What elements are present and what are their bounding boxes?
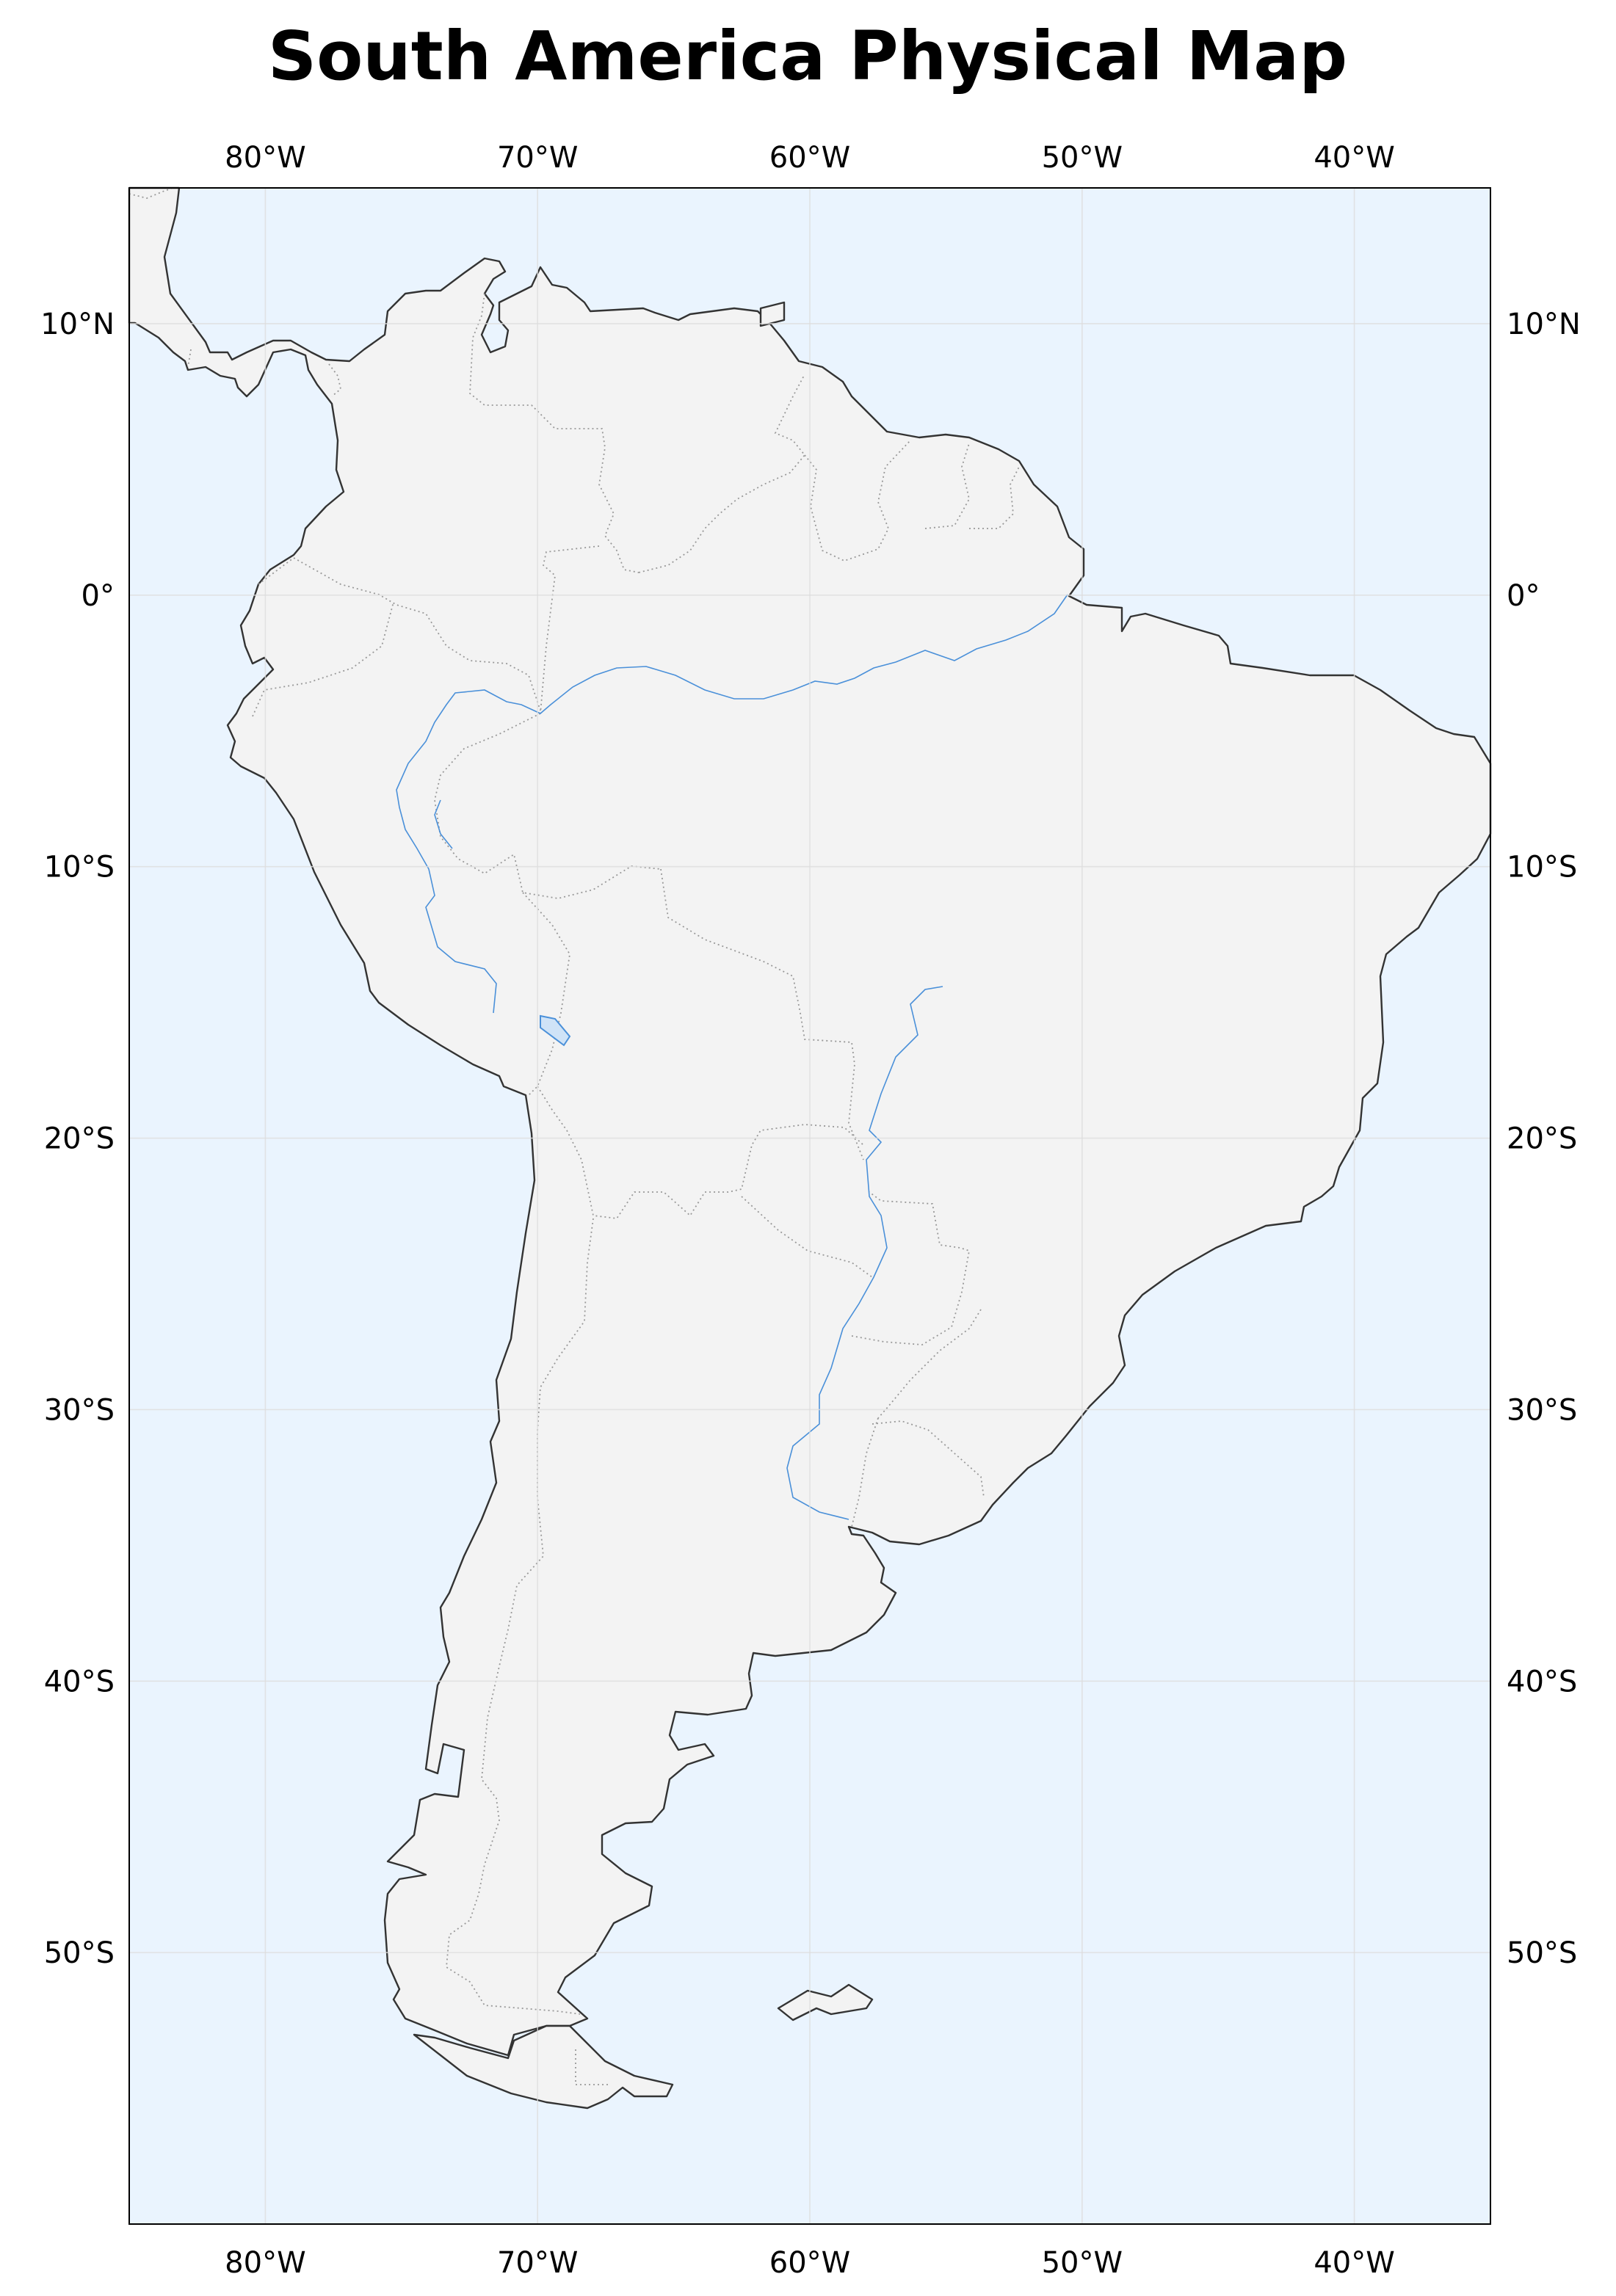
country-border: [469, 293, 639, 573]
lake-titicaca: [540, 1014, 571, 1047]
x-tick-label-top: 50°W: [1042, 141, 1123, 175]
map-axes: [128, 186, 1492, 2225]
river: [786, 986, 943, 1520]
falkland-islands: [777, 1983, 874, 2021]
x-tick-label-bottom: 40°W: [1314, 2246, 1394, 2280]
x-tick-label-top: 60°W: [769, 141, 850, 175]
country-border: [575, 2049, 608, 2085]
y-tick-label-left: 50°S: [44, 1936, 115, 1970]
x-tick-label-top: 70°W: [497, 141, 578, 175]
country-border: [877, 1309, 982, 1419]
y-tick-label-right: 50°S: [1507, 1936, 1577, 1970]
x-tick-label-top: 40°W: [1314, 141, 1394, 175]
x-tick-label-bottom: 80°W: [225, 2246, 305, 2280]
country-border: [522, 892, 570, 1096]
country-border: [872, 1420, 985, 1498]
country-border: [258, 556, 541, 711]
gridlines: [129, 188, 1490, 2224]
trinidad: [759, 301, 786, 327]
tierra-del-fuego: [413, 2024, 674, 2110]
y-tick-label-right: 10°N: [1507, 308, 1581, 341]
y-tick-label-right: 20°S: [1507, 1122, 1577, 1156]
country-border: [660, 868, 864, 1160]
y-tick-label-right: 0°: [1507, 579, 1540, 613]
country-border: [446, 1218, 594, 2015]
y-tick-label-left: 30°S: [44, 1393, 115, 1427]
country-border: [540, 545, 600, 714]
map-title: South America Physical Map: [268, 17, 1347, 95]
tick-labels: 80°W 80°W 70°W 70°W 60°W 60°W 50°W 50°W 40°W 40°W…: [40, 141, 1581, 2280]
country-border: [187, 349, 192, 368]
river-layer: [396, 594, 1068, 1520]
country-border: [851, 1191, 971, 1345]
x-tick-label-bottom: 60°W: [769, 2246, 850, 2280]
x-tick-label-bottom: 50°W: [1042, 2246, 1123, 2280]
map-frame: [128, 187, 1491, 2225]
country-border: [128, 187, 174, 199]
y-tick-label-left: 10°S: [44, 851, 115, 884]
country-border: [638, 374, 806, 573]
y-tick-label-left: 20°S: [44, 1122, 115, 1156]
border-layer: [128, 187, 1020, 2085]
x-tick-label-top: 80°W: [225, 141, 305, 175]
y-tick-label-left: 40°S: [44, 1665, 115, 1699]
y-tick-label-left: 10°N: [40, 308, 115, 341]
river: [434, 799, 453, 849]
y-tick-label-right: 30°S: [1507, 1393, 1577, 1427]
y-tick-label-right: 40°S: [1507, 1665, 1577, 1699]
river: [396, 594, 1068, 1014]
y-tick-label-left: 0°: [81, 579, 115, 613]
country-border: [252, 601, 394, 717]
country-border: [851, 1417, 879, 1527]
x-tick-label-bottom: 70°W: [497, 2246, 578, 2280]
y-tick-label-right: 10°S: [1507, 851, 1577, 884]
